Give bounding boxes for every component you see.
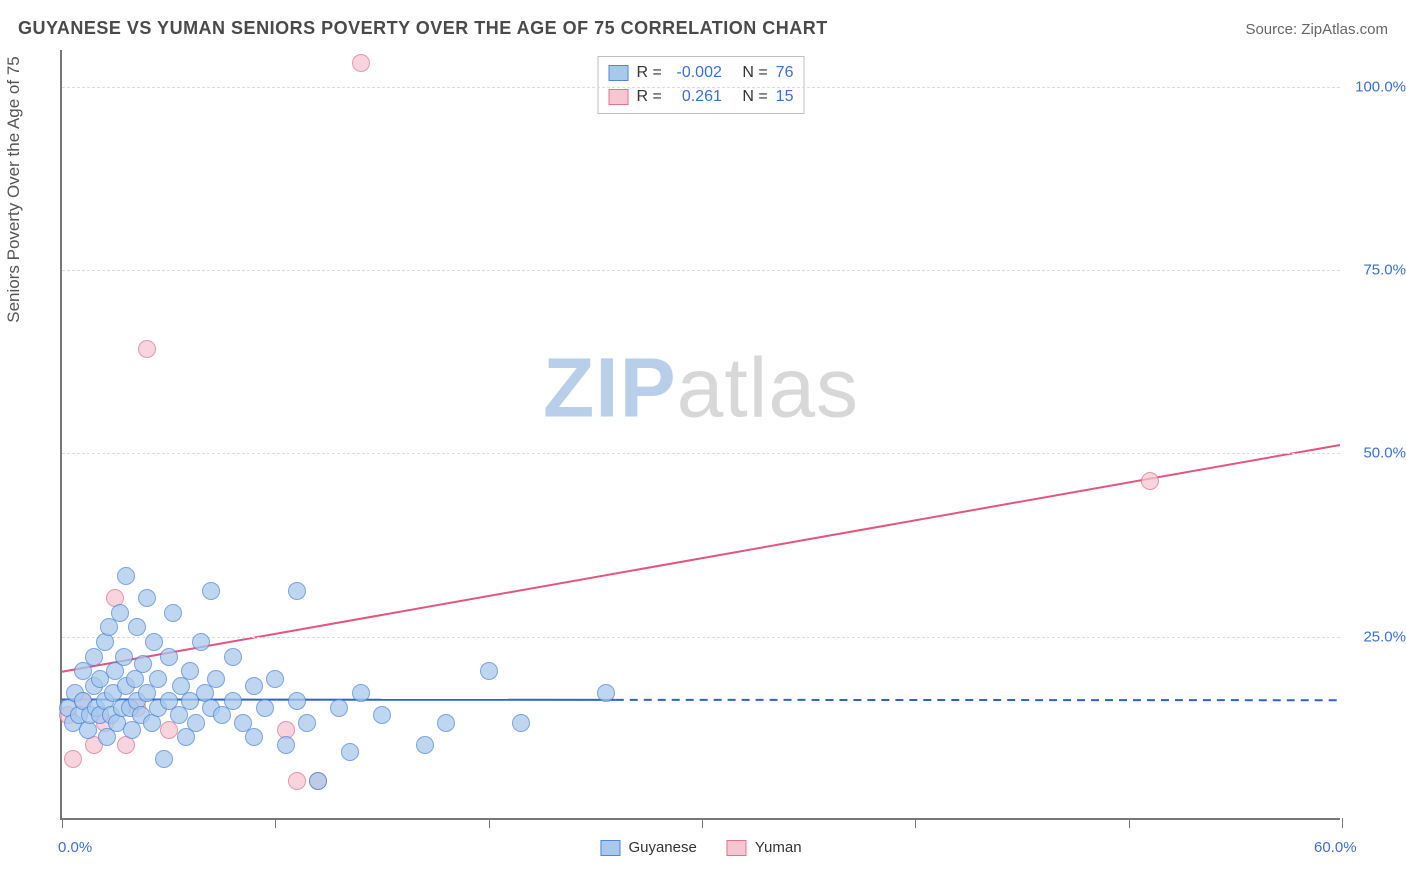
grid-line [62, 270, 1340, 271]
r-label: R = [637, 85, 662, 109]
data-point-guyanese [111, 604, 129, 622]
y-tick-label: 25.0% [1350, 628, 1406, 645]
y-tick-label: 100.0% [1350, 78, 1406, 95]
grid-line [62, 637, 1340, 638]
grid-line [62, 453, 1340, 454]
swatch-guyanese [600, 840, 620, 856]
stats-row-guyanese: R = -0.002 N = 76 [609, 61, 794, 85]
data-point-guyanese [213, 706, 231, 724]
data-point-guyanese [373, 706, 391, 724]
data-point-guyanese [288, 692, 306, 710]
data-point-guyanese [256, 699, 274, 717]
data-point-guyanese [155, 750, 173, 768]
data-point-guyanese [145, 633, 163, 651]
swatch-yuman [727, 840, 747, 856]
data-point-guyanese [245, 677, 263, 695]
x-tick [489, 818, 490, 828]
data-point-guyanese [160, 648, 178, 666]
r-value-guyanese: -0.002 [670, 61, 722, 85]
data-point-guyanese [277, 736, 295, 754]
x-tick [702, 818, 703, 828]
data-point-guyanese [288, 582, 306, 600]
data-point-guyanese [352, 684, 370, 702]
stats-legend: R = -0.002 N = 76 R = 0.261 N = 15 [598, 56, 805, 114]
data-point-guyanese [224, 692, 242, 710]
data-point-guyanese [115, 648, 133, 666]
x-tick [62, 818, 63, 828]
data-point-guyanese [298, 714, 316, 732]
x-tick [915, 818, 916, 828]
r-label: R = [637, 61, 662, 85]
data-point-guyanese [187, 714, 205, 732]
watermark-part-a: ZIP [543, 340, 677, 434]
data-point-guyanese [149, 670, 167, 688]
data-point-guyanese [98, 728, 116, 746]
data-point-guyanese [117, 567, 135, 585]
data-point-guyanese [480, 662, 498, 680]
data-point-guyanese [416, 736, 434, 754]
watermark: ZIPatlas [543, 339, 859, 436]
legend-item-guyanese: Guyanese [600, 839, 696, 856]
y-tick-label: 75.0% [1350, 262, 1406, 279]
data-point-guyanese [138, 589, 156, 607]
data-point-guyanese [202, 582, 220, 600]
trendlines-layer [62, 50, 1340, 818]
data-point-yuman [160, 721, 178, 739]
data-point-guyanese [437, 714, 455, 732]
legend-item-yuman: Yuman [727, 839, 802, 856]
x-tick-label: 60.0% [1314, 839, 1357, 856]
series-legend: Guyanese Yuman [600, 839, 801, 856]
data-point-guyanese [192, 633, 210, 651]
source-attribution: Source: ZipAtlas.com [1245, 21, 1388, 38]
data-point-guyanese [330, 699, 348, 717]
grid-line [62, 87, 1340, 88]
data-point-guyanese [245, 728, 263, 746]
chart-header: GUYANESE VS YUMAN SENIORS POVERTY OVER T… [18, 18, 1388, 39]
data-point-yuman [288, 772, 306, 790]
x-tick [275, 818, 276, 828]
data-point-guyanese [164, 604, 182, 622]
data-point-guyanese [85, 648, 103, 666]
y-tick-label: 50.0% [1350, 445, 1406, 462]
y-axis-label: Seniors Poverty Over the Age of 75 [4, 56, 24, 322]
data-point-guyanese [512, 714, 530, 732]
data-point-guyanese [170, 706, 188, 724]
data-point-guyanese [309, 772, 327, 790]
data-point-guyanese [177, 728, 195, 746]
data-point-guyanese [134, 655, 152, 673]
n-value-yuman: 15 [776, 85, 794, 109]
data-point-guyanese [100, 618, 118, 636]
n-label: N = [742, 85, 767, 109]
n-value-guyanese: 76 [776, 61, 794, 85]
swatch-yuman [609, 89, 629, 105]
scatter-plot-area: ZIPatlas R = -0.002 N = 76 R = 0.261 N =… [60, 50, 1340, 820]
data-point-yuman [138, 340, 156, 358]
data-point-yuman [1141, 472, 1159, 490]
data-point-guyanese [341, 743, 359, 761]
chart-title: GUYANESE VS YUMAN SENIORS POVERTY OVER T… [18, 18, 828, 39]
n-label: N = [742, 61, 767, 85]
data-point-guyanese [224, 648, 242, 666]
data-point-guyanese [128, 618, 146, 636]
data-point-guyanese [597, 684, 615, 702]
legend-label-guyanese: Guyanese [628, 839, 696, 856]
data-point-guyanese [181, 662, 199, 680]
x-tick [1342, 818, 1343, 828]
data-point-guyanese [266, 670, 284, 688]
r-value-yuman: 0.261 [670, 85, 722, 109]
stats-row-yuman: R = 0.261 N = 15 [609, 85, 794, 109]
data-point-yuman [352, 54, 370, 72]
data-point-guyanese [207, 670, 225, 688]
watermark-part-b: atlas [677, 340, 859, 434]
data-point-yuman [64, 750, 82, 768]
legend-label-yuman: Yuman [755, 839, 802, 856]
x-tick [1129, 818, 1130, 828]
x-tick-label: 0.0% [58, 839, 92, 856]
swatch-guyanese [609, 65, 629, 81]
